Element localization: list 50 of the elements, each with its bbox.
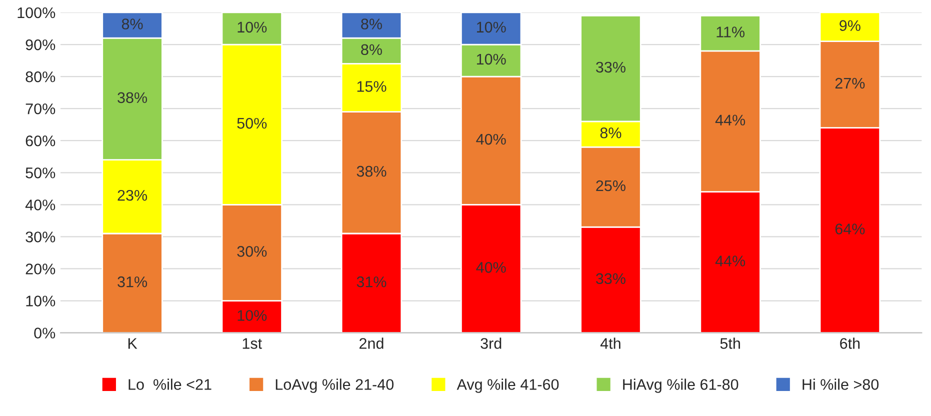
- data-label: 8%: [122, 18, 143, 30]
- y-tick-label: 20%: [26, 264, 56, 274]
- data-label: 31%: [356, 276, 386, 288]
- y-tick-label: 50%: [26, 168, 56, 178]
- y-tick-label: 60%: [26, 135, 56, 146]
- y-tick-label: 0%: [34, 328, 56, 338]
- x-tick-label: 3rd: [480, 338, 502, 349]
- y-tick-label: 80%: [26, 71, 56, 82]
- data-label: 8%: [600, 127, 622, 138]
- legend-label: LoAvg %ile 21-40: [276, 378, 394, 393]
- data-label: 38%: [356, 166, 386, 177]
- y-tick-label: 90%: [26, 39, 56, 50]
- legend-label: Lo %ile <21: [128, 378, 212, 390]
- data-label: 9%: [840, 20, 860, 31]
- data-label: 10%: [476, 22, 506, 33]
- data-label: 25%: [596, 180, 626, 192]
- data-label: 8%: [361, 44, 382, 56]
- legend-label: Hi %ile >80: [802, 378, 879, 390]
- data-label: 15%: [357, 81, 386, 92]
- data-label: 30%: [237, 246, 267, 257]
- data-label: 10%: [238, 310, 267, 321]
- data-label: 50%: [237, 118, 267, 129]
- data-label: 44%: [715, 256, 746, 266]
- y-tick-label: 30%: [26, 232, 56, 242]
- data-label: 33%: [596, 62, 626, 73]
- data-label: 23%: [118, 190, 148, 201]
- x-tick-label: K: [128, 338, 138, 349]
- data-label: 64%: [835, 224, 865, 234]
- data-label: 31%: [118, 276, 148, 288]
- data-label: 10%: [476, 54, 506, 65]
- data-label: 33%: [596, 273, 626, 284]
- y-tick-label: 70%: [26, 103, 56, 114]
- x-tick-label: 2nd: [360, 338, 384, 349]
- x-tick-label: 1st: [242, 338, 262, 349]
- x-tick-label: 5th: [720, 338, 740, 349]
- data-label: 11%: [716, 26, 744, 38]
- legend-label: HiAvg %ile 61-80: [623, 378, 738, 393]
- y-tick-label: 10%: [26, 296, 56, 306]
- data-label: 40%: [476, 262, 506, 273]
- y-tick-label: 40%: [25, 200, 56, 210]
- data-label: 27%: [835, 78, 865, 89]
- data-label: 44%: [715, 114, 746, 126]
- data-label: 38%: [118, 92, 148, 104]
- x-tick-label: 4th: [600, 338, 620, 349]
- data-label: 40%: [476, 134, 506, 145]
- data-label: 10%: [238, 22, 267, 33]
- legend-label: Avg %ile 41-60: [456, 378, 559, 393]
- data-label: 8%: [361, 18, 382, 30]
- y-tick-label: 100%: [18, 7, 56, 18]
- x-tick-label: 6th: [840, 338, 860, 349]
